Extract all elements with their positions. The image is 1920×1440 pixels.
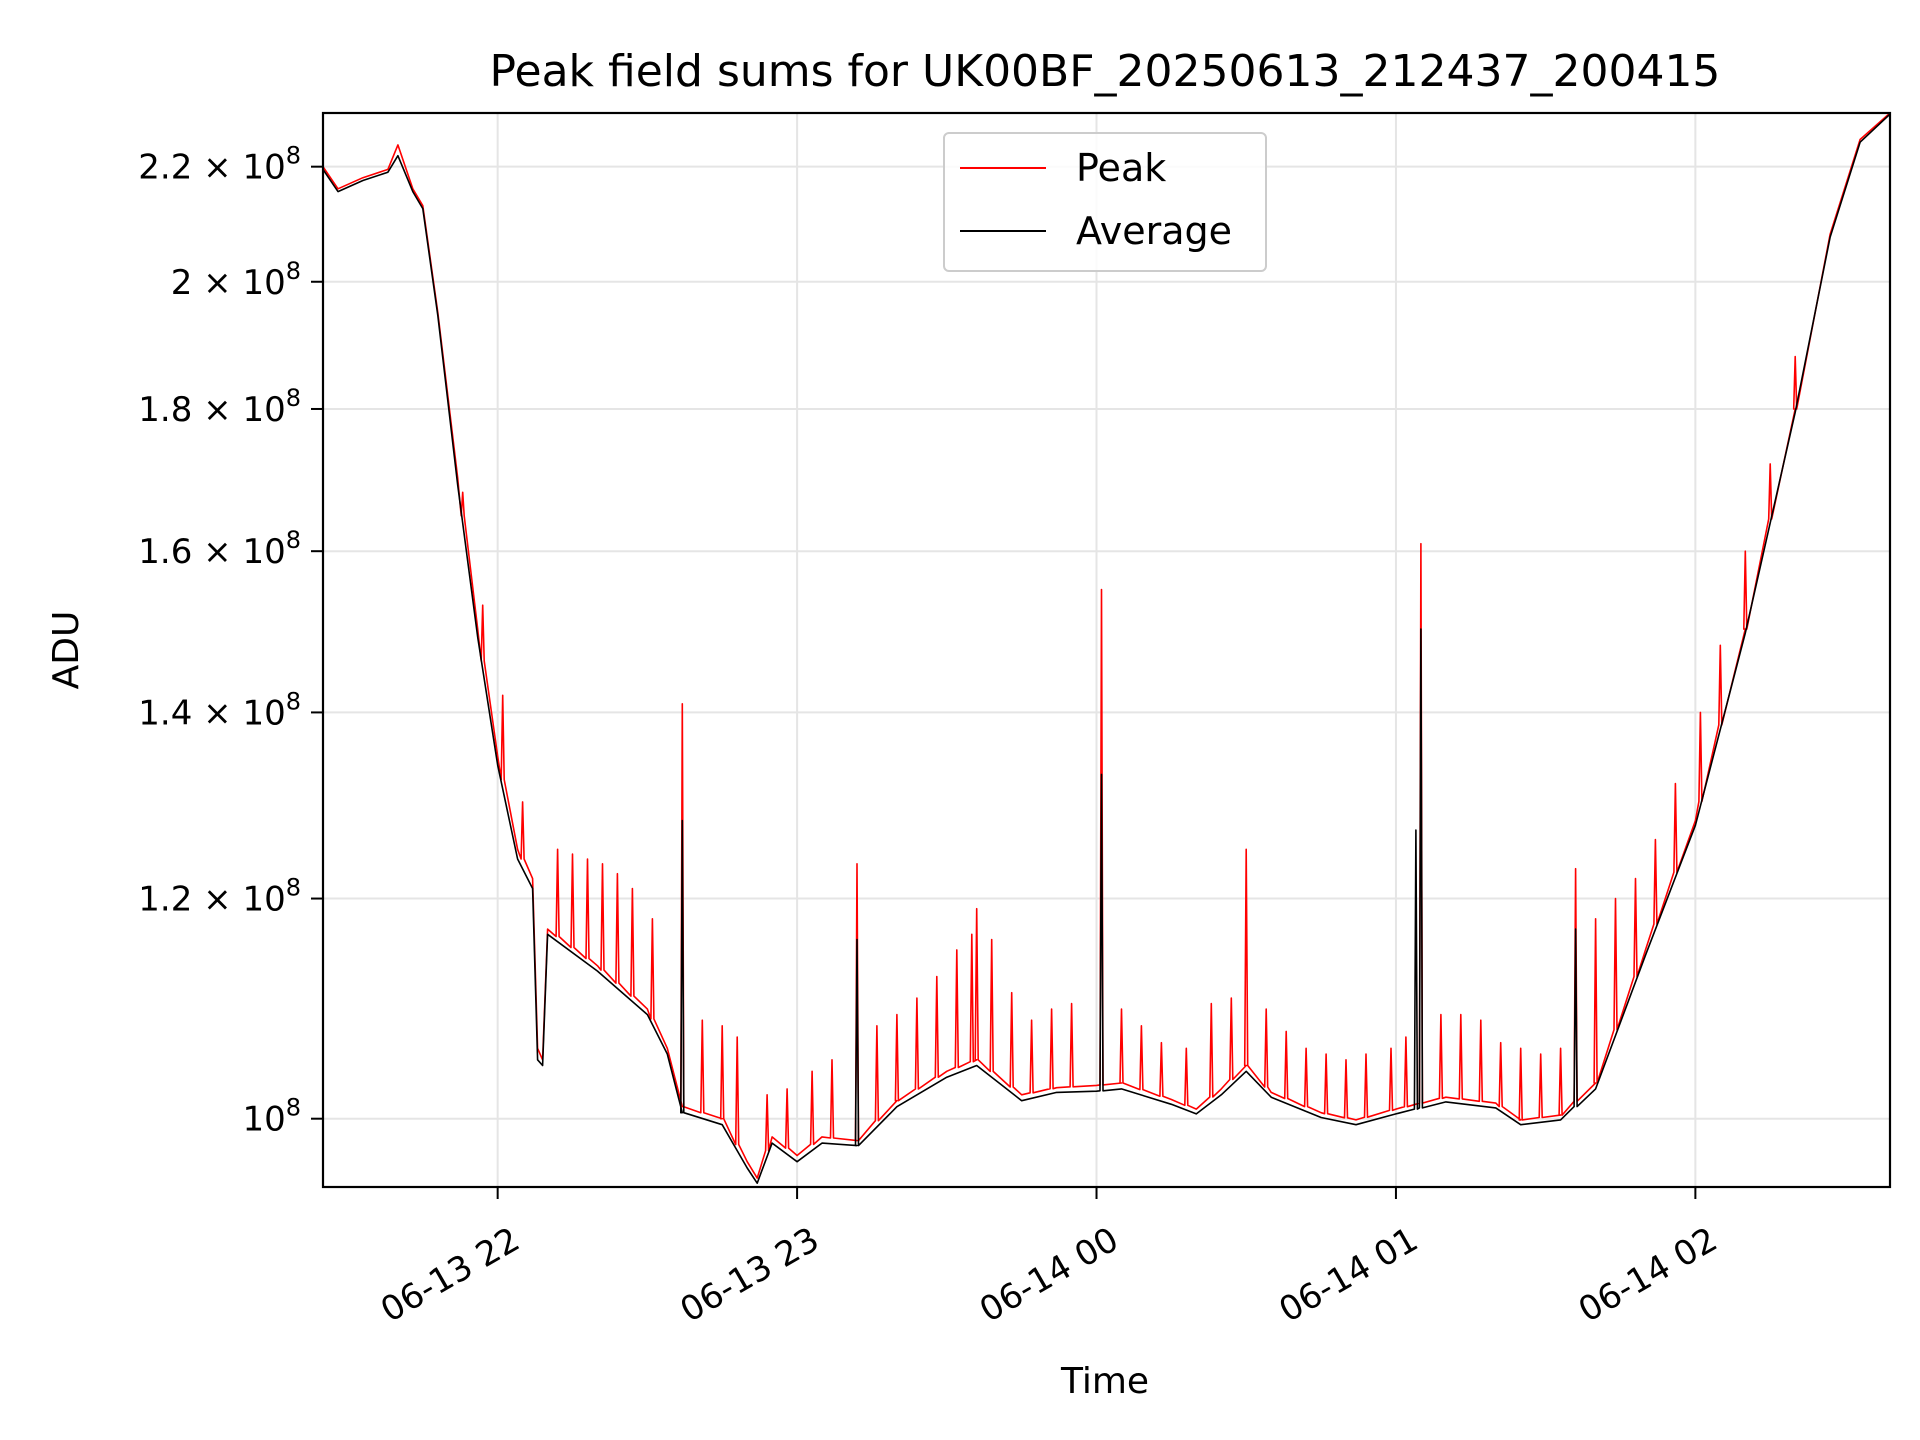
x-tick-label: 06-14 02 — [1572, 1220, 1724, 1331]
plot-frame — [321, 111, 1892, 1189]
legend-label-average: Average — [1076, 209, 1232, 253]
y-tick-label: 2.2 × 108 — [138, 142, 301, 188]
y-tick-label: 2 × 108 — [171, 257, 301, 303]
x-axis-label: Time — [1060, 1361, 1149, 1402]
x-tick-label: 06-14 00 — [973, 1220, 1125, 1331]
series-line-peak — [323, 113, 1890, 1179]
y-tick-label: 1.4 × 108 — [138, 687, 301, 733]
y-axis-label: ADU — [46, 611, 87, 690]
legend-label-peak: Peak — [1076, 146, 1166, 190]
y-tick-label: 1.2 × 108 — [138, 874, 301, 920]
y-tick-label: 1.6 × 108 — [138, 526, 301, 572]
series-line-average — [323, 113, 1890, 1184]
grid — [323, 113, 1890, 1187]
x-tick-label: 06-13 22 — [374, 1220, 526, 1331]
legend: Peak Average — [943, 132, 1267, 272]
x-tick-label: 06-13 23 — [674, 1220, 826, 1331]
y-tick-label: 1.8 × 108 — [138, 384, 301, 430]
x-axis: 06-13 22 06-13 23 06-14 00 06-14 01 06-14 02 — [374, 1187, 1724, 1331]
y-tick-label: 108 — [242, 1094, 301, 1140]
series-layer — [323, 113, 1890, 1184]
chart-title: Peak field sums for UK00BF_20250613_2124… — [490, 46, 1721, 97]
y-axis: 108 1.2 × 108 1.4 × 108 1.6 × 108 1.8 × 108 2… — [138, 142, 323, 1140]
x-tick-label: 06-14 01 — [1272, 1220, 1424, 1331]
